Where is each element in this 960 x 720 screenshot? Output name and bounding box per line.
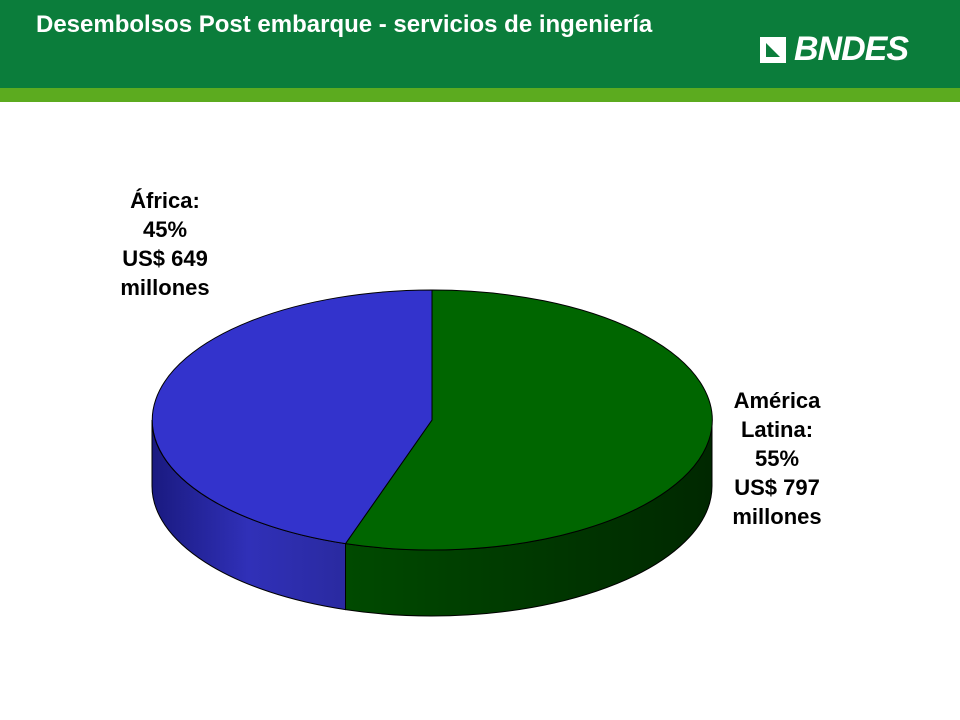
amount-label: US$ 649 [122, 246, 208, 271]
unit-label: millones [120, 275, 210, 300]
slide-title: Desembolsos Post embarque - servicios de… [36, 11, 653, 38]
logo-icon [760, 36, 786, 63]
logo-text: BNDES [794, 30, 909, 68]
amount-label: US$ 797 [734, 475, 820, 500]
header-stripe [0, 88, 960, 102]
label-block: América Latina: 55% US$ 797 millones [712, 386, 842, 531]
unit-label: millones [732, 504, 822, 529]
value-label: 45% [142, 217, 188, 242]
slice [151, 289, 433, 545]
header-band [0, 0, 960, 88]
logo: BNDES [758, 30, 909, 69]
category-label: América Latina: [733, 388, 821, 442]
value-label: 55% [754, 446, 800, 471]
slice [344, 289, 713, 551]
category-label: África: [130, 188, 200, 213]
label-block: África: 45% US$ 649 millones [100, 186, 230, 302]
